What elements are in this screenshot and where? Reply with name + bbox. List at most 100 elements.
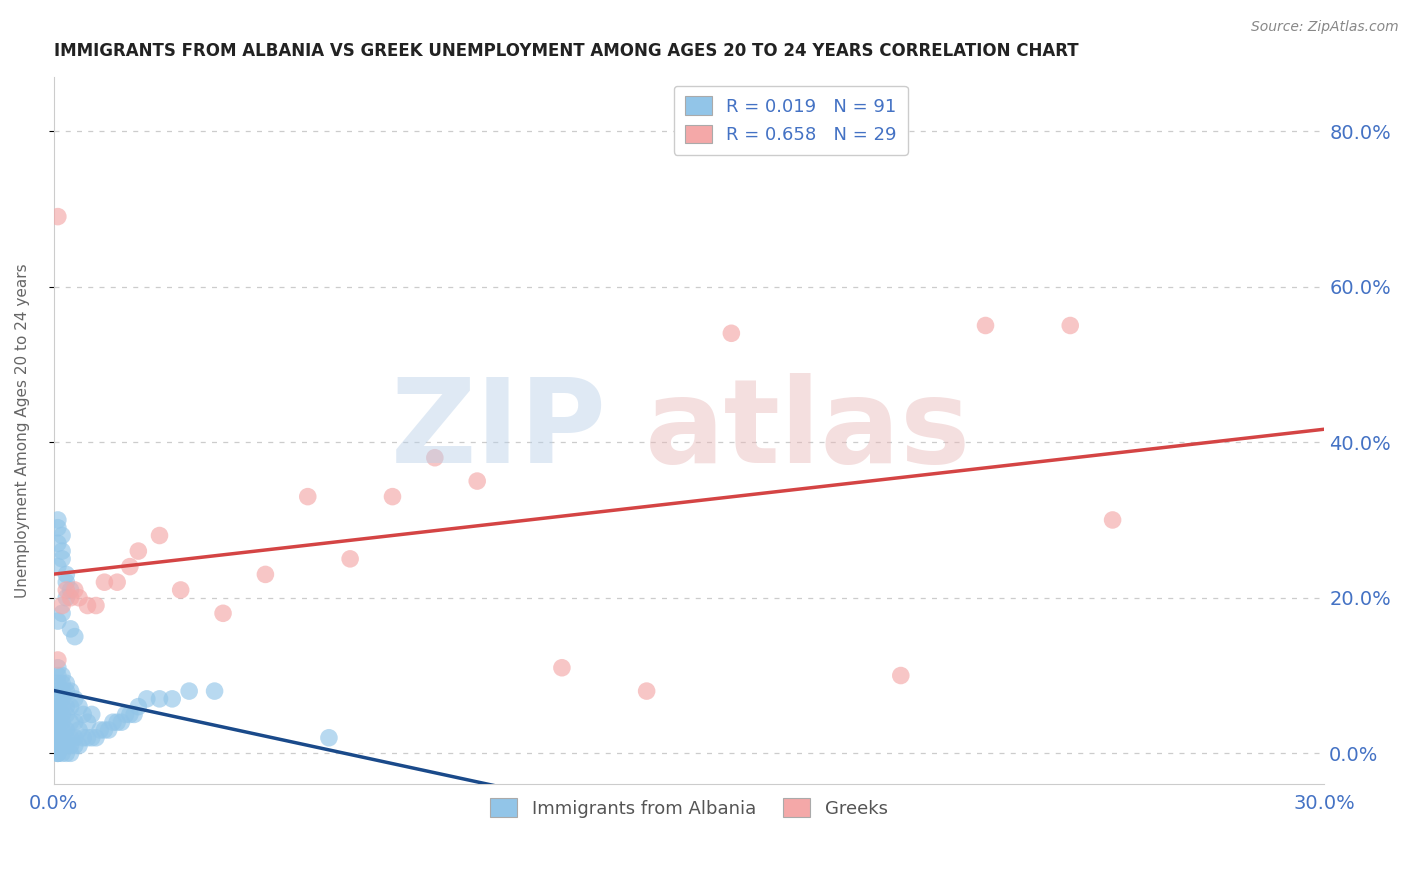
- Point: [51, 668, 73, 682]
- Point: [59, 739, 82, 753]
- Point: [84, 599, 107, 613]
- Point: [55, 699, 77, 714]
- Point: [55, 731, 77, 745]
- Point: [46, 739, 69, 753]
- Point: [46, 513, 69, 527]
- Point: [101, 715, 124, 730]
- Legend: Immigrants from Albania, Greeks: Immigrants from Albania, Greeks: [484, 791, 894, 825]
- Point: [105, 715, 128, 730]
- Point: [720, 326, 742, 341]
- Point: [51, 528, 73, 542]
- Point: [46, 536, 69, 550]
- Point: [51, 739, 73, 753]
- Point: [118, 707, 141, 722]
- Point: [254, 567, 277, 582]
- Point: [51, 723, 73, 737]
- Point: [67, 591, 90, 605]
- Point: [63, 731, 86, 745]
- Point: [1101, 513, 1123, 527]
- Point: [46, 731, 69, 745]
- Point: [105, 575, 128, 590]
- Point: [46, 747, 69, 761]
- Point: [59, 699, 82, 714]
- Point: [423, 450, 446, 465]
- Point: [170, 582, 193, 597]
- Point: [46, 723, 69, 737]
- Point: [46, 739, 69, 753]
- Point: [51, 715, 73, 730]
- Point: [97, 723, 120, 737]
- Text: IMMIGRANTS FROM ALBANIA VS GREEK UNEMPLOYMENT AMONG AGES 20 TO 24 YEARS CORRELAT: IMMIGRANTS FROM ALBANIA VS GREEK UNEMPLO…: [53, 42, 1078, 60]
- Point: [381, 490, 404, 504]
- Point: [89, 723, 111, 737]
- Point: [122, 707, 145, 722]
- Point: [51, 676, 73, 690]
- Text: atlas: atlas: [644, 373, 970, 488]
- Point: [46, 699, 69, 714]
- Point: [118, 559, 141, 574]
- Point: [212, 607, 235, 621]
- Point: [46, 715, 69, 730]
- Point: [93, 575, 115, 590]
- Point: [67, 699, 90, 714]
- Point: [160, 691, 183, 706]
- Point: [148, 528, 170, 542]
- Point: [67, 723, 90, 737]
- Point: [110, 715, 132, 730]
- Point: [51, 544, 73, 558]
- Text: ZIP: ZIP: [391, 373, 606, 488]
- Point: [63, 582, 86, 597]
- Point: [46, 731, 69, 745]
- Point: [51, 684, 73, 698]
- Point: [63, 739, 86, 753]
- Point: [55, 747, 77, 761]
- Point: [179, 684, 201, 698]
- Text: Source: ZipAtlas.com: Source: ZipAtlas.com: [1251, 20, 1399, 34]
- Point: [55, 707, 77, 722]
- Point: [46, 653, 69, 667]
- Point: [59, 582, 82, 597]
- Point: [46, 521, 69, 535]
- Point: [465, 474, 488, 488]
- Point: [80, 707, 103, 722]
- Point: [59, 591, 82, 605]
- Point: [636, 684, 658, 698]
- Point: [72, 731, 94, 745]
- Point: [55, 723, 77, 737]
- Point: [46, 676, 69, 690]
- Point: [76, 599, 98, 613]
- Point: [135, 691, 157, 706]
- Point: [93, 723, 115, 737]
- Point: [148, 691, 170, 706]
- Point: [76, 715, 98, 730]
- Point: [46, 684, 69, 698]
- Point: [59, 731, 82, 745]
- Point: [59, 684, 82, 698]
- Point: [51, 739, 73, 753]
- Point: [72, 707, 94, 722]
- Point: [51, 691, 73, 706]
- Point: [59, 747, 82, 761]
- Point: [46, 707, 69, 722]
- Point: [46, 707, 69, 722]
- Point: [84, 731, 107, 745]
- Point: [46, 747, 69, 761]
- Point: [127, 699, 149, 714]
- Point: [46, 747, 69, 761]
- Point: [63, 630, 86, 644]
- Point: [55, 567, 77, 582]
- Point: [114, 707, 136, 722]
- Point: [55, 684, 77, 698]
- Point: [297, 490, 319, 504]
- Point: [51, 607, 73, 621]
- Point: [46, 691, 69, 706]
- Point: [46, 668, 69, 682]
- Point: [63, 715, 86, 730]
- Point: [46, 715, 69, 730]
- Point: [51, 747, 73, 761]
- Point: [46, 723, 69, 737]
- Point: [55, 582, 77, 597]
- Point: [339, 552, 361, 566]
- Point: [51, 707, 73, 722]
- Point: [890, 668, 912, 682]
